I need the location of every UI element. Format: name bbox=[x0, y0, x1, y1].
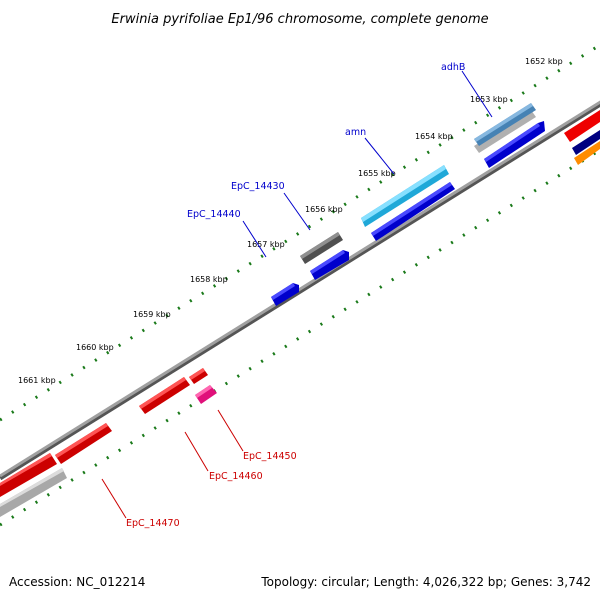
tick-label: 1655 kbp bbox=[358, 169, 396, 178]
adhB-cog-feature[interactable] bbox=[474, 103, 536, 153]
tick-label: 1659 kbp bbox=[133, 310, 171, 319]
tick-labels: 1652 kbp 1653 kbp 1654 kbp 1655 kbp 1656… bbox=[18, 57, 563, 385]
genome-summary-text: Topology: circular; Length: 4,026,322 bp… bbox=[260, 575, 591, 589]
gene-label-amn[interactable]: amn bbox=[345, 127, 366, 138]
map-title: Erwinia pyrifoliae Ep1/96 chromosome, co… bbox=[111, 12, 488, 27]
tick-label: 1654 kbp bbox=[415, 132, 453, 141]
gene-label-EpC_14440[interactable]: EpC_14440 bbox=[187, 209, 241, 220]
tick-label: 1657 kbp bbox=[247, 240, 285, 249]
tick-label: 1656 kbp bbox=[305, 205, 343, 214]
amn-cog-feature[interactable] bbox=[361, 165, 449, 227]
adhB-gene-feature[interactable] bbox=[484, 121, 545, 168]
EpC_14430-cog-feature[interactable] bbox=[300, 232, 343, 264]
gene-label-adhB[interactable]: adhB bbox=[441, 62, 465, 73]
reverse-features bbox=[0, 368, 217, 517]
EpC_14460-gene-feature[interactable] bbox=[139, 377, 190, 414]
edge-features-right bbox=[564, 110, 600, 165]
backbone bbox=[0, 100, 600, 481]
forward-features bbox=[271, 103, 600, 306]
EpC_14440-gene-feature[interactable] bbox=[271, 283, 299, 306]
inner-tick-circle bbox=[0, 148, 600, 527]
edge-gene-left[interactable] bbox=[0, 453, 57, 497]
EpC_14470-cog-feature[interactable] bbox=[0, 468, 67, 517]
EpC_14470-gene-feature[interactable] bbox=[55, 423, 112, 464]
tick-label: 1652 kbp bbox=[525, 57, 563, 66]
tick-label: 1653 kbp bbox=[470, 95, 508, 104]
EpC_14450-cog-feature[interactable] bbox=[195, 385, 217, 404]
tick-label: 1661 kbp bbox=[18, 376, 56, 385]
EpC_14430-gene-feature[interactable] bbox=[310, 250, 349, 280]
label-connectors bbox=[101, 70, 493, 519]
outer-tick-circle bbox=[0, 43, 600, 422]
gene-label-EpC_14470[interactable]: EpC_14470 bbox=[126, 518, 180, 529]
tick-circles bbox=[0, 43, 600, 527]
gene-label-EpC_14430[interactable]: EpC_14430 bbox=[231, 181, 285, 192]
amn-gene-feature[interactable] bbox=[371, 182, 455, 241]
tick-label: 1658 kbp bbox=[190, 275, 228, 284]
accession-text: Accession: NC_012214 bbox=[9, 575, 145, 589]
EpC_14450-gene-feature[interactable] bbox=[189, 368, 208, 384]
backbone-line bbox=[0, 100, 600, 478]
gene-label-EpC_14460[interactable]: EpC_14460 bbox=[209, 471, 263, 482]
backbone-shadow bbox=[0, 101, 600, 481]
tick-label: 1660 kbp bbox=[76, 343, 114, 352]
gene-label-EpC_14450[interactable]: EpC_14450 bbox=[243, 451, 297, 462]
gene-labels: adhB amn EpC_14430 EpC_14440 EpC_14450 E… bbox=[126, 62, 465, 529]
